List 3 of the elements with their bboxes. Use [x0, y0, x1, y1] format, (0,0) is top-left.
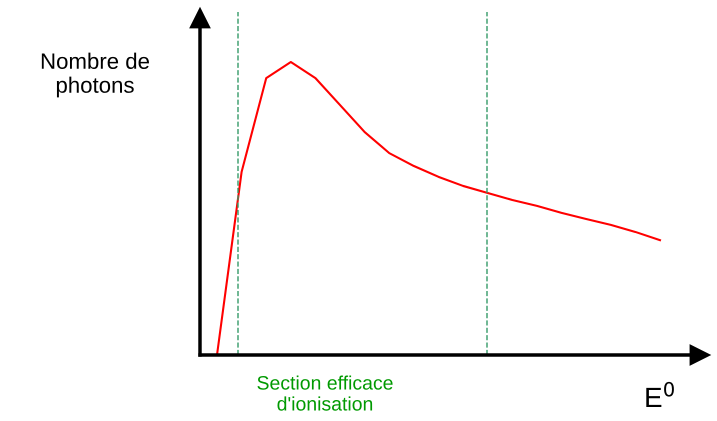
text: Section efficace d'ionisation [257, 375, 393, 411]
y-axis-title: Nombre de photons [42, 52, 149, 98]
x-axis-title: E$^{0}$ [646, 382, 674, 407]
